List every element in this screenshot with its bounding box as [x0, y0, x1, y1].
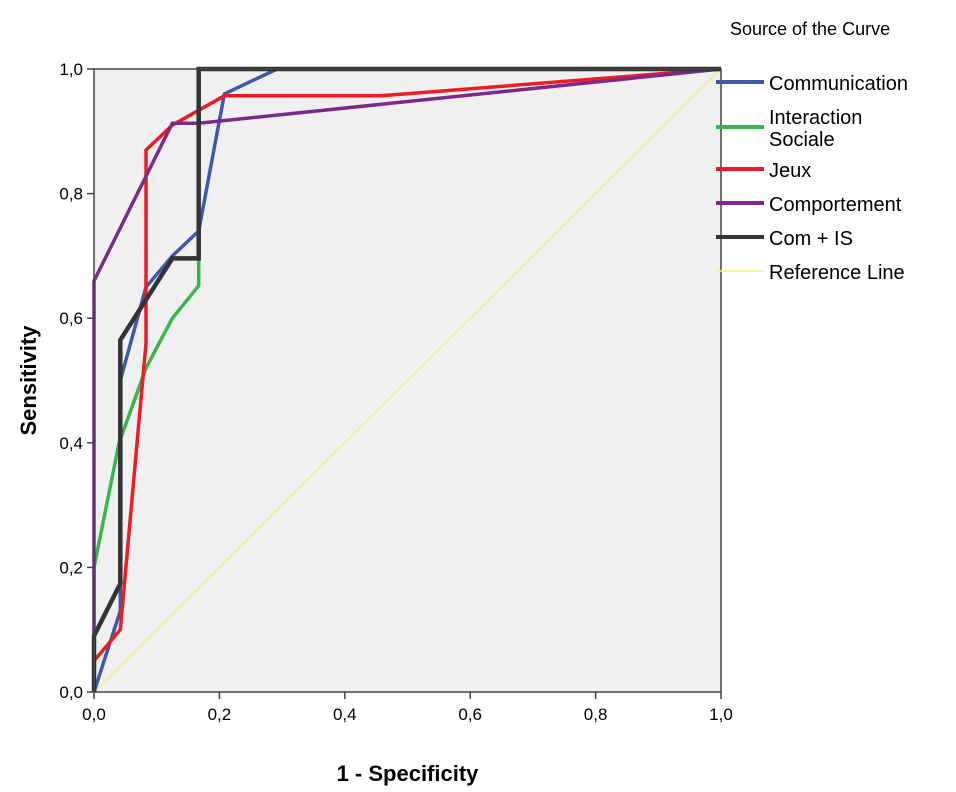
x-tick-label: 0,4: [333, 705, 357, 724]
series-line-reference-line: [93, 68, 722, 693]
legend-label: Sociale: [769, 129, 835, 151]
x-tick-label: 1,0: [709, 705, 733, 724]
x-axis-title: 1 - Specificity: [337, 761, 480, 786]
legend-label: Reference Line: [769, 262, 905, 284]
legend-label: Jeux: [769, 160, 811, 182]
x-tick-label: 0,8: [584, 705, 608, 724]
legend: Source of the Curve Communication Interac…: [716, 19, 908, 284]
y-axis-title: Sensitivity: [16, 325, 41, 436]
x-tick-label: 0,0: [82, 705, 106, 724]
y-tick-label: 0,8: [59, 185, 83, 204]
legend-label: Interaction: [769, 107, 862, 129]
x-tick-label: 0,2: [208, 705, 232, 724]
x-axis: 0,0 0,2 0,4 0,6 0,8 1,0: [82, 692, 733, 724]
series-line-jeux: [92, 67, 722, 692]
y-tick-label: 0,2: [59, 558, 83, 577]
series-layer: [91, 66, 722, 693]
y-tick-label: 1,0: [59, 60, 83, 79]
y-axis: 0,0 0,2 0,4 0,6 0,8 1,0: [59, 60, 94, 702]
y-tick-label: 0,0: [59, 683, 83, 702]
y-tick-label: 0,6: [59, 309, 83, 328]
series-line-com-is: [91, 66, 721, 692]
legend-title: Source of the Curve: [730, 19, 890, 39]
legend-label: Communication: [769, 73, 908, 95]
legend-label: Comportement: [769, 194, 902, 216]
x-tick-label: 0,6: [458, 705, 482, 724]
legend-label: Com + IS: [769, 228, 853, 250]
y-tick-label: 0,4: [59, 434, 83, 453]
plot-frame: [93, 68, 722, 693]
